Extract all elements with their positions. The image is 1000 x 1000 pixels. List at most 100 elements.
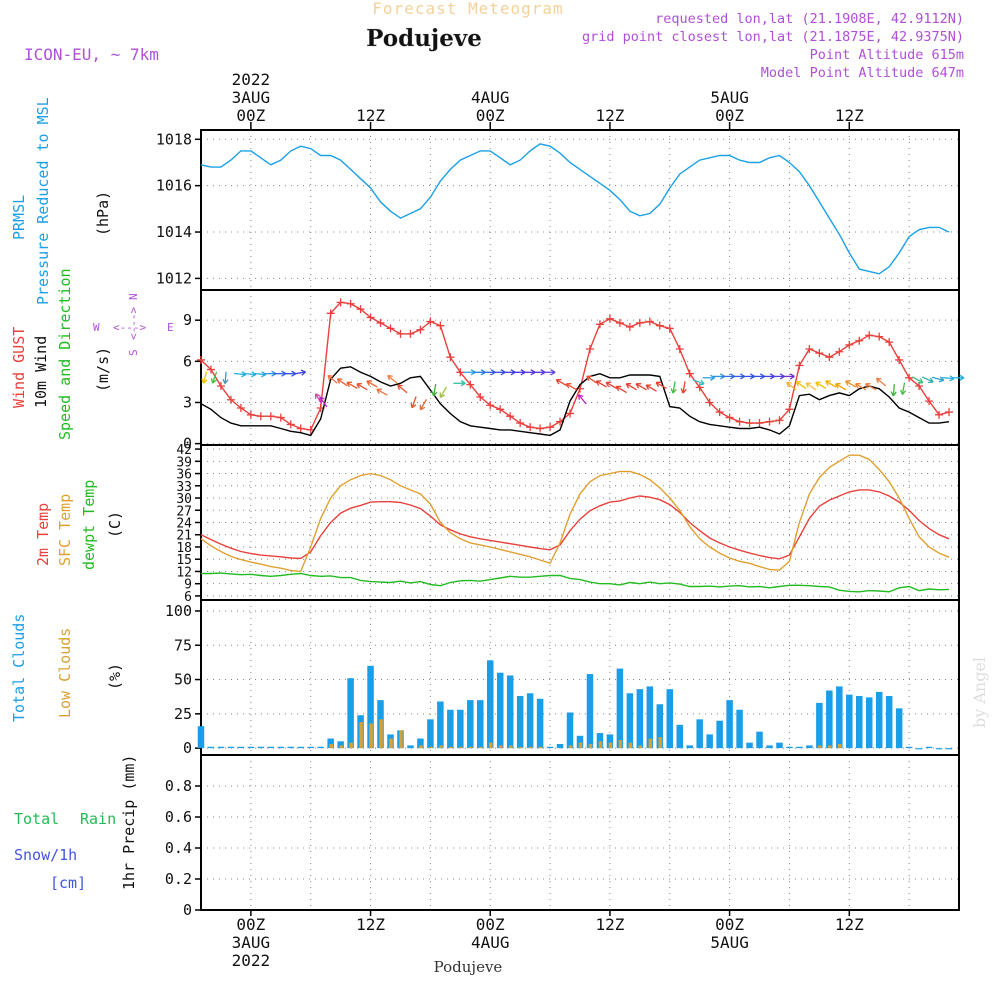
- gust-marker: [825, 353, 834, 362]
- low-bar: [389, 738, 393, 749]
- wind-gust-label: Wind GUST: [10, 327, 28, 408]
- wind-arrow-head: [855, 383, 861, 389]
- total-bar: [257, 746, 265, 749]
- gust-marker: [416, 325, 425, 334]
- total-bar: [407, 745, 414, 749]
- gust-marker: [895, 355, 904, 364]
- total-bar: [457, 709, 464, 749]
- gust-marker: [905, 373, 914, 382]
- y-tick-label: 3: [183, 393, 192, 411]
- low-bar: [818, 745, 822, 749]
- gust-marker: [526, 423, 535, 432]
- clouds-unit: (%): [106, 663, 124, 690]
- total-bar: [925, 746, 933, 749]
- total-bar: [706, 734, 713, 749]
- total-bar: [846, 694, 853, 749]
- low-bar: [399, 730, 403, 749]
- gust-marker: [276, 413, 285, 422]
- wind-arrow: [931, 376, 944, 382]
- wind-arrow: [876, 377, 887, 387]
- low-bar: [658, 737, 663, 749]
- wind-arrow: [922, 376, 934, 383]
- total-bar: [197, 726, 205, 749]
- temp-unit: (C): [106, 511, 124, 538]
- wind-arrow-head: [565, 383, 572, 389]
- y-tick-label: 1016: [156, 177, 192, 195]
- gust-marker: [935, 410, 944, 419]
- wind-arrow-head: [959, 374, 965, 381]
- wind-arrow-head: [900, 389, 907, 395]
- wind-arrow-head: [864, 383, 871, 389]
- wind-arrow: [366, 380, 378, 388]
- low-bar: [508, 745, 513, 749]
- low-bar: [419, 745, 423, 749]
- top-axis-label: 00Z: [236, 106, 265, 125]
- bottom-axis-label: 00Z: [236, 915, 265, 934]
- wind-arrow-head: [222, 378, 229, 385]
- gust-marker: [566, 409, 575, 418]
- low-bar: [838, 744, 842, 749]
- wind-arrow: [672, 381, 676, 394]
- y-tick-label: 36: [176, 468, 192, 483]
- y-tick-label: 0.8: [165, 777, 192, 795]
- y-tick-label: 0.4: [165, 839, 192, 857]
- low-bar: [459, 746, 463, 749]
- top-axis-label: 4AUG: [471, 88, 510, 107]
- wind-arrow-head: [439, 392, 446, 398]
- gust-marker: [356, 305, 365, 314]
- total-bar: [467, 700, 474, 749]
- product-title: Forecast Meteogram: [372, 0, 563, 18]
- wind-arrow: [202, 371, 208, 384]
- total-bar: [945, 748, 953, 750]
- total-bar: [895, 708, 903, 749]
- gust-marker: [675, 344, 684, 353]
- y-tick-label: 6: [183, 352, 192, 370]
- y-tick-label: 18: [176, 541, 192, 556]
- wind-arrow: [376, 388, 388, 396]
- low-bar: [339, 745, 343, 749]
- wind-arrow: [635, 383, 647, 391]
- y-tick-label: 33: [176, 480, 192, 495]
- gust-marker: [226, 395, 235, 404]
- total-bar: [486, 660, 494, 749]
- gust-marker: [206, 365, 215, 374]
- sfc-line: [200, 454, 950, 573]
- y-tick-label: 0: [183, 435, 192, 453]
- pressure-unit: (hPa): [94, 191, 112, 236]
- total-bar: [297, 746, 304, 749]
- wind-arrow: [825, 380, 837, 388]
- wind-arrow: [586, 375, 597, 384]
- wind10m-line: [200, 366, 950, 437]
- total-bar: [347, 678, 354, 749]
- compass-ns-arrow: <--->: [127, 307, 140, 340]
- gust-marker: [376, 318, 385, 327]
- wind-arrow: [337, 378, 348, 387]
- total-bar: [915, 748, 923, 750]
- gust-marker: [426, 317, 435, 326]
- gust-marker: [266, 412, 275, 421]
- wind-arrow-head: [795, 381, 802, 387]
- top-axis-label: 2022: [232, 70, 271, 89]
- precip-panel-labels: Total Rain Snow/1h [cm] 1hr Precip (mm): [14, 755, 138, 892]
- top-axis-label: 5AUG: [710, 88, 749, 107]
- wind-arrow-head: [586, 375, 592, 382]
- total-bar: [546, 746, 554, 749]
- pressure-frame: [200, 129, 960, 291]
- total-bar: [417, 738, 424, 749]
- gust-marker: [925, 397, 934, 406]
- total-bar: [437, 701, 444, 749]
- wind-arrow-head: [835, 383, 841, 389]
- top-axis-label: 00Z: [715, 106, 744, 125]
- bottom-axis-label: 4AUG: [471, 933, 510, 952]
- bottom-axis-label: 5AUG: [710, 933, 749, 952]
- wind-arrow: [419, 399, 427, 411]
- gust-marker: [286, 420, 295, 429]
- wind-arrow-head: [460, 380, 466, 387]
- total-bar: [566, 712, 574, 749]
- point-altitude: Point Altitude 615m: [810, 47, 964, 63]
- total-bar: [626, 693, 634, 749]
- dewpt-label: dewpt Temp: [80, 480, 98, 570]
- total-bar: [806, 745, 813, 749]
- bottom-axis-label: 3AUG: [232, 933, 271, 952]
- gust-marker: [735, 417, 744, 426]
